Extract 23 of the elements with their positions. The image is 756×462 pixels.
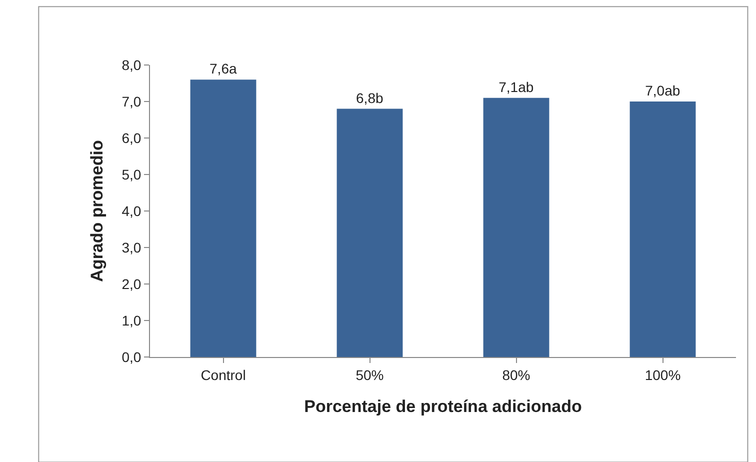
bar: [630, 102, 696, 357]
y-tick-label: 1,0: [122, 312, 142, 328]
data-label: 7,6a: [210, 60, 237, 77]
data-label: 6,8b: [356, 90, 384, 106]
x-tick-label: Control: [200, 366, 246, 383]
y-tick-label: 5,0: [122, 166, 142, 182]
x-tick-label: 50%: [356, 366, 384, 383]
y-tick-label: 0,0: [122, 348, 142, 365]
x-tick-label: 100%: [644, 366, 681, 383]
y-tick-label: 2,0: [122, 276, 142, 292]
x-tick-label: 80%: [502, 366, 530, 383]
y-tick-label: 4,0: [122, 202, 142, 219]
bar: [336, 108, 403, 357]
y-tick-label: 3,0: [122, 239, 142, 256]
data-label: 7,0ab: [645, 82, 680, 98]
y-axis-title: Agrado promedio: [87, 140, 106, 282]
y-tick-label: 7,0: [122, 93, 142, 110]
bar: [483, 98, 550, 357]
bar: [190, 80, 256, 357]
data-label: 7,1ab: [498, 78, 534, 95]
y-tick-label: 8,0: [122, 56, 142, 73]
y-tick-label: 6,0: [122, 130, 142, 146]
x-axis-title: Porcentaje de proteína adicionado: [304, 397, 582, 416]
